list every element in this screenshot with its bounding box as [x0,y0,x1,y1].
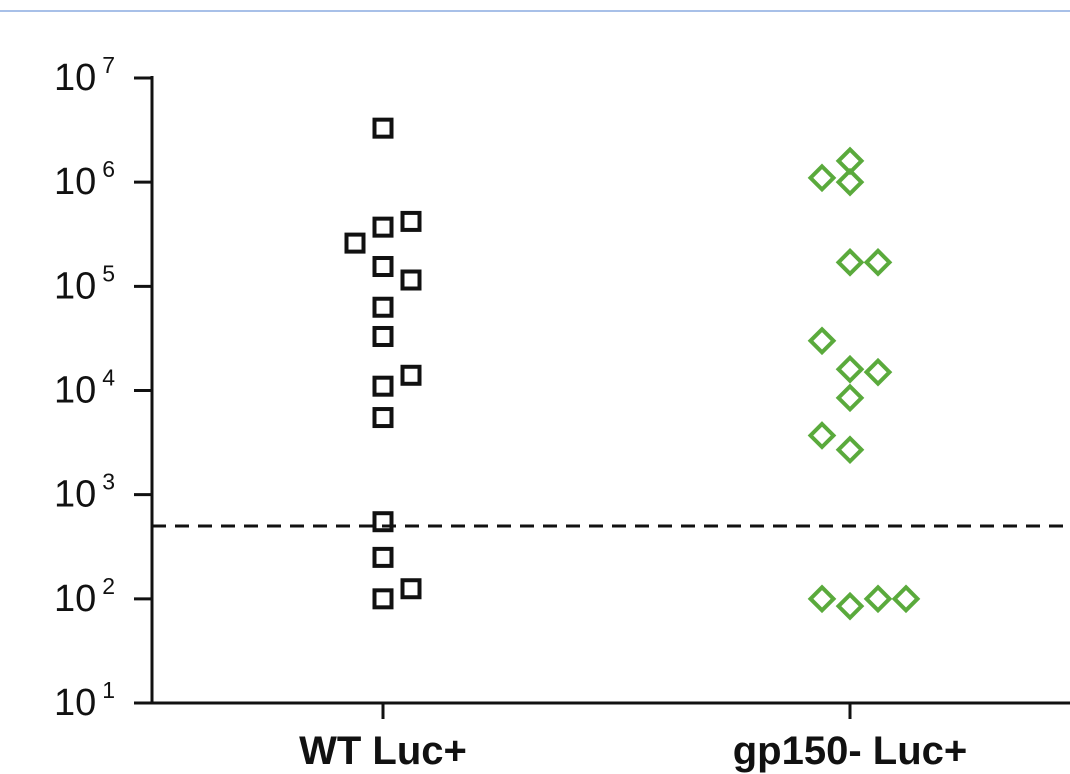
x-category-label: gp150- Luc+ [733,729,968,773]
y-tick-label: 10 6 [54,156,115,203]
data-point-diamond [863,357,893,387]
data-point-square [400,210,422,232]
data-point-square [372,296,394,318]
data-point-square [400,364,422,386]
data-point-diamond [807,163,837,193]
data-point-square [344,232,366,254]
data-point-diamond [835,383,865,413]
y-tick-exponent: 7 [102,52,115,78]
y-tick-label: 10 1 [54,677,115,724]
data-point-diamond [891,584,921,614]
data-point-diamond [807,421,837,450]
data-point-diamond [863,584,893,614]
y-tick-label: 10 3 [54,469,115,516]
data-point-square [372,375,394,397]
data-point-square [372,407,394,429]
y-tick-label: 10 4 [54,365,115,412]
data-point-square [400,269,422,291]
x-axis: WT Luc+ gp150- Luc+ [150,701,1070,773]
x-category-label: WT Luc+ [299,729,467,773]
data-point-square [372,588,394,610]
data-point-diamond [835,354,865,384]
y-tick-label: 10 2 [54,573,115,620]
data-point-diamond [835,591,865,621]
data-point-square [372,546,394,568]
data-point-diamond [863,247,893,277]
data-points [344,117,921,621]
data-point-diamond [807,326,837,356]
data-point-square [372,511,394,533]
y-tick-exponent: 5 [102,260,115,286]
y-tick-exponent: 3 [102,469,115,495]
data-point-diamond [807,584,837,614]
data-point-square [400,578,422,600]
y-tick-exponent: 4 [102,365,115,391]
y-tick-exponent: 6 [102,156,115,182]
y-tick-label: 10 7 [54,52,115,99]
y-tick-exponent: 1 [102,677,115,703]
y-tick-label: 10 5 [54,260,115,307]
data-point-square [372,325,394,347]
data-point-square [372,256,394,278]
y-tick-exponent: 2 [102,573,115,599]
data-point-diamond [835,247,865,277]
data-point-square [372,117,394,139]
data-point-diamond [835,167,865,197]
data-point-diamond [835,435,865,465]
data-point-square [372,216,394,238]
